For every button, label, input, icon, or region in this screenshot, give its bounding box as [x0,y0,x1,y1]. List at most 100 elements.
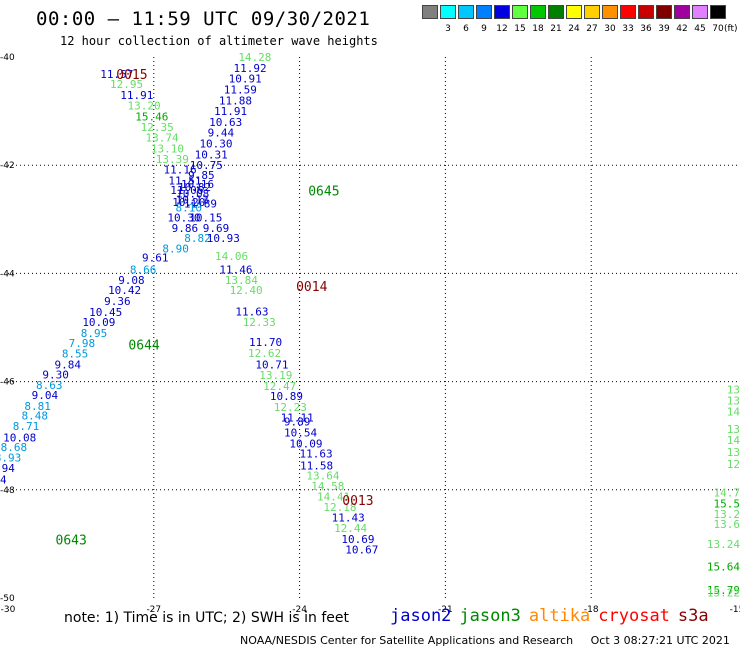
scale-swatch [620,5,636,19]
wave-height-label: 8.63 [36,379,63,392]
wave-height-label-edge: 15.22 [707,587,740,600]
wave-height-label: 10.09 [289,437,322,450]
pass-time-label: 0644 [128,338,159,353]
wave-height-label: 11.43 [332,511,365,524]
wave-height-label: 10.63 [209,116,242,129]
x-tick-label: -18 [584,605,599,615]
pass-time-label: 0643 [56,534,87,549]
wave-height-label: 11.59 [224,83,257,96]
wave-height-label: 9.30 [42,369,69,382]
wave-height-label-edge: 15.64 [707,561,740,574]
pass-time-label: 0014 [296,280,327,295]
legend-s3a: s3a [677,606,709,626]
data-marks: 11.5712.9511.9113.2015.4612.3513.7413.10… [0,51,740,600]
wave-height-label: 11.11 [281,411,314,424]
wave-height-label: 11.06 [170,184,203,197]
wave-height-label: 14.06 [215,250,248,263]
wave-height-label: 9.08 [118,274,145,287]
wave-height-label: 13.64 [306,470,339,483]
units-note: note: 1) Time is in UTC; 2) SWH is in fe… [64,610,350,626]
wave-height-label: 8.93 [0,451,21,464]
wave-height-label: 11.16 [163,164,196,177]
wave-height-label: 9.69 [203,222,230,235]
wave-height-label: 10.30 [199,138,232,151]
scale-swatch [476,5,492,19]
grid [8,57,737,598]
y-tick-label: -46 [0,378,15,388]
scale-label: 24 [568,24,580,34]
wave-height-label: 10.31 [195,148,228,161]
wave-height-label: 11.57 [100,68,133,81]
pass-time-label: 0645 [308,185,339,200]
y-tick-label: -48 [0,486,15,496]
wave-height-label: 12.35 [141,121,174,134]
scale-label: 70 [712,24,724,34]
wave-height-label: 12.23 [274,401,307,414]
scale-swatch [566,5,582,19]
wave-height-label: 12.44 [334,522,367,535]
scale-swatch [512,5,528,19]
wave-height-label: 8.68 [1,441,28,454]
wave-height-label: 11.91 [120,89,153,102]
wave-height-label: 8.10 [176,201,203,214]
pass-time-label: 0015 [116,68,147,83]
wave-height-label: 7.98 [69,337,96,350]
scale-label: 3 [445,24,451,34]
scale-label: 18 [532,24,544,34]
x-tick-label: -15 [730,605,740,615]
wave-height-label: 12.33 [243,316,276,329]
scale-label: 21 [550,24,562,34]
scale-unit: (ft) [724,24,738,34]
wave-height-label: 13.19 [259,369,292,382]
scale-swatch [530,5,546,19]
wave-height-label: 11.91 [214,105,247,118]
wave-height-label: 10.69 [341,533,374,546]
wave-height-label: 14.41 [317,490,350,503]
wave-height-label: 9.61 [142,252,169,265]
wave-height-label-edge: 13.2 [714,508,740,521]
wave-height-label: 10.42 [108,284,141,297]
legend-jason3: jason3 [459,606,521,626]
footer: NOAA/NESDIS Center for Satellite Applica… [240,634,740,647]
scale-swatch [422,5,438,19]
wave-height-label: 11.63 [300,448,333,461]
scale-label: 39 [658,24,670,34]
x-tick-label: -27 [146,605,161,615]
scale-swatch [710,5,726,19]
wave-height-label: 10.91 [229,73,262,86]
scale-swatch [692,5,708,19]
wave-height-label: 12.18 [323,501,356,514]
wave-height-label: 10.16 [181,178,214,191]
wave-height-label: 11.51 [168,174,201,187]
footer-timestamp: Oct 3 08:27:21 UTC 2021 [590,634,730,647]
scale-swatch [584,5,600,19]
wave-height-label: 13.10 [151,142,184,155]
y-tick-label: -50 [0,594,15,604]
pass-time-label: 0013 [342,494,373,509]
wave-height-label-edge: 13.24 [707,538,740,551]
y-tick-label: -42 [0,161,15,171]
wave-height-label-edge: 12 [727,458,740,471]
wave-height-label: 9.84 [55,358,82,371]
wave-height-label: 8.81 [24,400,51,413]
wave-height-label: 10.13 [176,193,209,206]
y-tick-label: -40 [0,53,15,63]
wave-height-label-edge: 13 [727,446,740,459]
scale-label: 6 [463,24,469,34]
wave-height-label-edge: 13.6 [714,518,740,531]
scale-label: 15 [514,24,526,34]
wave-height-label: 10.09 [82,316,115,329]
scale-swatch [494,5,510,19]
wave-height-label: 10.45 [89,306,122,319]
wave-height-label: 10.67 [345,543,378,556]
x-tick-label: -24 [292,605,307,615]
wave-height-label: 10.54 [284,426,317,439]
footer-agency: NOAA/NESDIS Center for Satellite Applica… [240,634,574,647]
wave-height-label: 11.70 [249,336,282,349]
scale-label: 45 [694,24,706,34]
wave-height-label: 9.44 [208,127,235,140]
scale-swatch [458,5,474,19]
wave-height-label: 9.89 [284,416,311,429]
wave-height-label: 10.15 [189,212,222,225]
